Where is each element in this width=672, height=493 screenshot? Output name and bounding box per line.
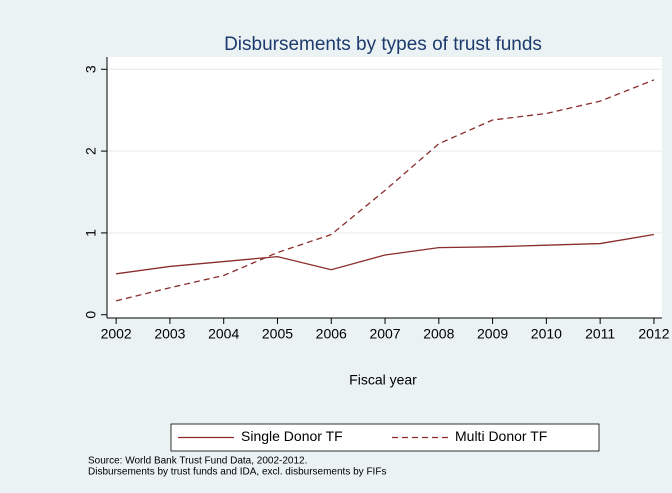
y-tick-label: 3 bbox=[83, 65, 99, 73]
x-tick-label: 2009 bbox=[477, 326, 508, 342]
chart-title: Disbursements by types of trust funds bbox=[224, 34, 542, 55]
y-tick-label: 2 bbox=[83, 147, 99, 155]
x-tick-label: 2005 bbox=[262, 326, 293, 342]
plot-area bbox=[107, 57, 662, 318]
x-tick-label: 2004 bbox=[208, 326, 239, 342]
source-note: Disbursements by trust funds and IDA, ex… bbox=[88, 467, 386, 478]
x-tick-label: 2010 bbox=[531, 326, 562, 342]
y-tick-label: 1 bbox=[83, 229, 99, 237]
source-note: Source: World Bank Trust Fund Data, 2002… bbox=[88, 456, 307, 467]
x-tick-label: 2007 bbox=[369, 326, 400, 342]
x-tick-label: 2008 bbox=[423, 326, 454, 342]
legend-label: Single Donor TF bbox=[241, 428, 343, 444]
y-tick-label: 0 bbox=[83, 311, 99, 319]
x-tick-label: 2002 bbox=[101, 326, 132, 342]
series-line bbox=[116, 233, 655, 275]
legend-box bbox=[170, 423, 600, 452]
x-tick-label: 2006 bbox=[316, 326, 347, 342]
legend-label: Multi Donor TF bbox=[455, 428, 547, 444]
x-tick-label: 2011 bbox=[585, 326, 615, 342]
x-tick-label: 2012 bbox=[638, 326, 669, 342]
x-tick-label: 2003 bbox=[154, 326, 185, 342]
x-axis-label: Fiscal year bbox=[349, 372, 417, 388]
series-line bbox=[115, 79, 655, 302]
